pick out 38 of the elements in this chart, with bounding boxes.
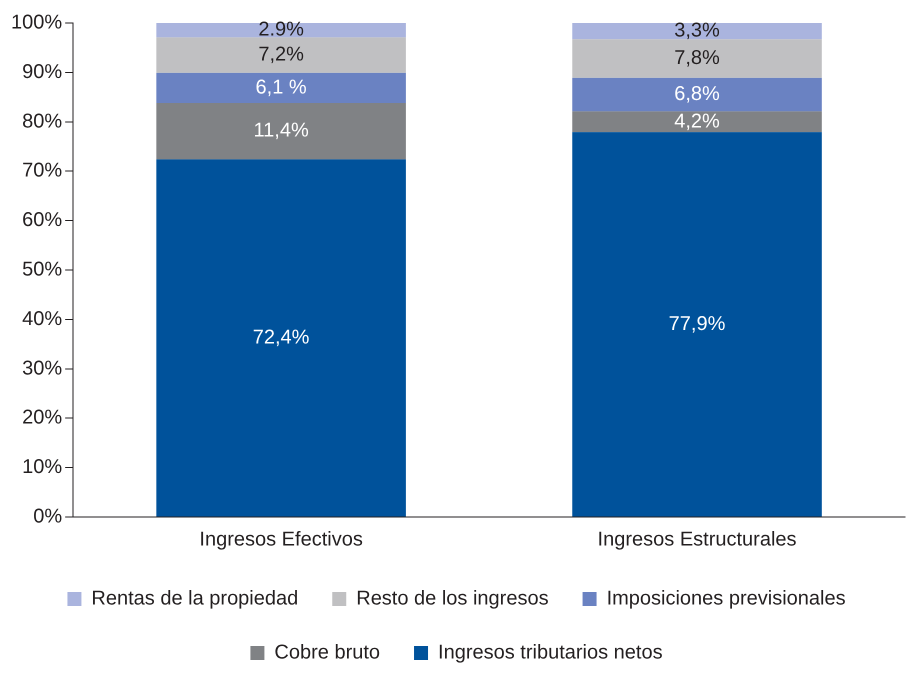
- x-tick-label: Ingresos Efectivos: [199, 528, 363, 551]
- y-tick-label: 10%: [22, 456, 62, 478]
- y-tick-label: 70%: [22, 160, 62, 182]
- bar: [156, 159, 406, 516]
- legend-label: Resto de los ingresos: [356, 588, 549, 610]
- bar: [572, 78, 822, 112]
- data-label: 77,9%: [668, 312, 726, 335]
- data-label: 3,3%: [674, 20, 720, 42]
- y-tick-label: 100%: [10, 12, 62, 34]
- y-tick-label: 50%: [22, 258, 62, 281]
- y-tick-label: 80%: [22, 110, 62, 132]
- bar: [156, 23, 406, 38]
- y-tick-label: 0%: [33, 506, 62, 528]
- bar: [156, 103, 406, 160]
- y-tick-label: 30%: [22, 357, 62, 380]
- legend-label: Cobre bruto: [274, 642, 380, 664]
- legend-label: Ingresos tributarios netos: [438, 642, 663, 664]
- y-tick-label: 90%: [22, 60, 62, 83]
- y-tick-label: 40%: [22, 308, 62, 330]
- data-label: 6,1 %: [256, 76, 307, 98]
- bar: [572, 23, 822, 40]
- bar: [156, 72, 406, 104]
- data-label: 72,4%: [252, 326, 310, 348]
- data-label: 2.9%: [258, 18, 304, 41]
- data-label: 7,8%: [674, 47, 720, 70]
- data-label: 7,2%: [258, 44, 304, 66]
- y-tick-label: 60%: [22, 209, 62, 232]
- bar: [572, 132, 822, 516]
- legend-label: Rentas de la propiedad: [91, 588, 298, 610]
- bar: [156, 37, 406, 73]
- bar: [572, 39, 822, 78]
- data-label: 11,4%: [253, 120, 309, 142]
- data-label: 6,8%: [674, 83, 720, 106]
- legend-label: Imposiciones previsionales: [606, 588, 846, 610]
- bar: [572, 111, 822, 132]
- y-tick-label: 20%: [22, 406, 62, 429]
- data-label: 4,2%: [674, 110, 720, 132]
- x-tick-label: Ingresos Estructurales: [598, 528, 797, 551]
